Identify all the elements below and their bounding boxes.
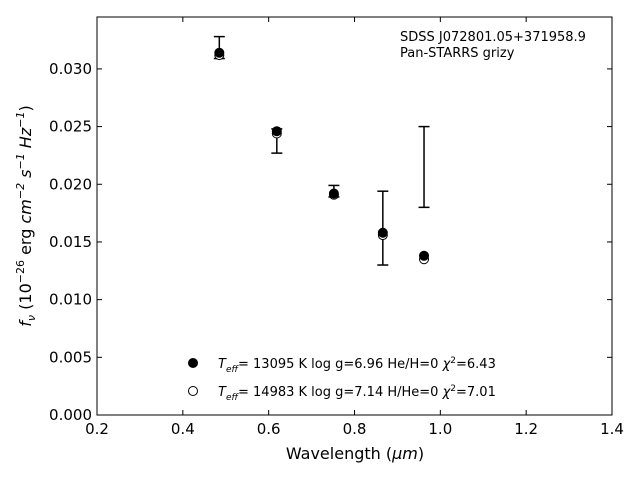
model-point-filled [377,227,388,238]
plot-frame [96,16,613,416]
model-point-filled [419,250,430,261]
model-point-filled [328,188,339,199]
model-point-filled [271,126,282,137]
legend-marker-open [188,386,198,396]
annotation-survey: Pan-STARRS grizy [400,46,515,61]
x-tick-label: 0.4 [171,420,195,438]
x-tick-label: 0.8 [343,420,367,438]
annotation-object-name: SDSS J072801.05+371958.9 [400,30,586,45]
legend-marker-filled [188,358,198,368]
y-tick-label: 0.015 [49,233,92,251]
legend-entry-1: Teff= 13095 K log g=6.96 He/H=0 χ2=6.43 [218,356,496,375]
y-tick-label: 0.030 [49,60,92,78]
legend-entry-2: Teff= 14983 K log g=7.14 H/He=0 χ2=7.01 [218,384,496,403]
y-tick-label: 0.000 [49,406,92,424]
y-tick-label: 0.020 [49,175,92,193]
y-tick-label: 0.010 [49,291,92,309]
x-tick-label: 1.0 [428,420,452,438]
y-tick-label: 0.025 [49,118,92,136]
y-axis-label: fν (10−26 erg cm−2 s−1 Hz−1) [14,105,38,326]
x-tick-label: 1.2 [514,420,538,438]
plot-layer: 0.2 0.4 0.6 0.8 1.0 1.2 1.4 0.000 0.005 0.010 0.01… [49,17,624,438]
x-tick-label: 0.2 [85,420,109,438]
legend: Teff= 13095 K log g=6.96 He/H=0 χ2=6.43 … [188,356,496,403]
x-tick-label: 0.6 [257,420,281,438]
x-axis-label: Wavelength (μm) [286,444,424,463]
y-tick-label: 0.005 [49,348,92,366]
model-point-filled [214,47,225,58]
x-tick-label: 1.4 [600,420,624,438]
